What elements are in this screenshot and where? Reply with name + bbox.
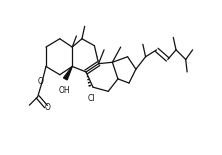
Text: O: O xyxy=(38,77,43,86)
Text: O: O xyxy=(44,103,50,112)
Polygon shape xyxy=(63,66,72,80)
Text: OH: OH xyxy=(58,86,70,95)
Text: Cl: Cl xyxy=(88,94,95,103)
